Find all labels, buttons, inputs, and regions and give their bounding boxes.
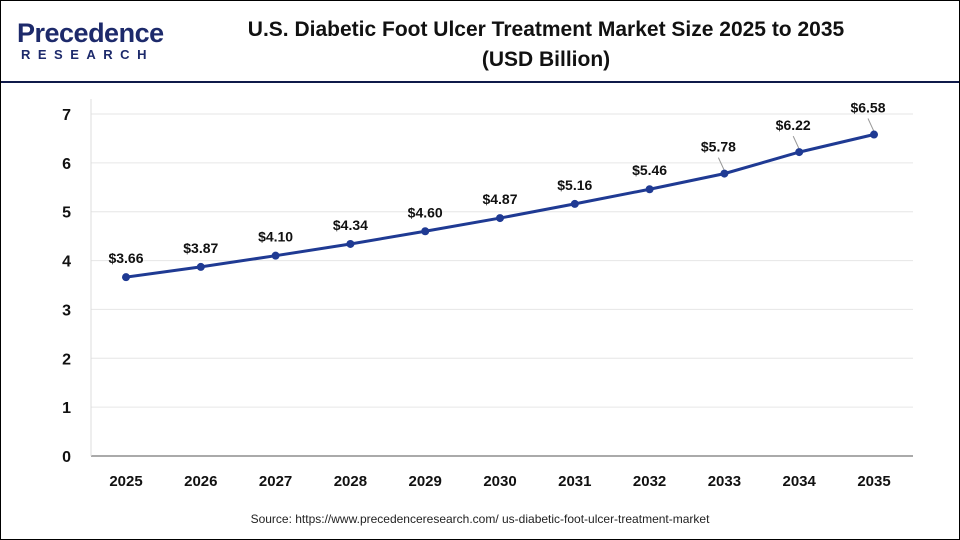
x-tick-label: 2032 [633,473,666,490]
data-label: $4.60 [408,204,443,220]
label-leader-line [792,135,800,150]
header-divider [1,81,959,83]
data-point [196,262,205,271]
data-point [271,251,280,260]
y-tick-label: 3 [62,302,71,319]
data-label: $3.66 [108,250,143,266]
source-note: Source: https://www.precedenceresearch.c… [250,512,710,526]
data-label: $5.16 [557,177,592,193]
y-tick-label: 4 [62,254,71,271]
x-tick-label: 2030 [483,473,516,490]
x-tick-label: 2027 [259,473,292,490]
x-tick-label: 2025 [109,473,142,490]
logo-text-line1: Precedence [17,18,164,48]
title-line1: U.S. Diabetic Foot Ulcer Treatment Marke… [247,18,845,41]
x-tick-label: 2028 [334,473,367,490]
data-point [122,273,130,282]
data-label: $6.22 [776,117,811,133]
label-leader-line [867,118,875,132]
y-tick-label: 7 [62,107,71,124]
data-label: $3.87 [183,240,218,256]
data-point [645,185,654,194]
x-tick-label: 2029 [409,473,442,490]
x-tick-label: 2031 [558,473,591,490]
y-tick-label: 0 [62,449,71,466]
x-tick-label: 2034 [783,473,817,490]
y-tick-label: 1 [62,400,71,417]
data-label: $4.87 [482,191,517,207]
logo-text-line2: RESEARCH [21,47,154,62]
label-leader-line [717,157,725,171]
data-point [496,214,504,223]
data-label: $5.78 [701,139,736,155]
y-tick-label: 6 [62,156,71,173]
data-point [570,199,579,208]
data-point [346,239,355,248]
y-tick-label: 5 [62,205,71,222]
x-tick-label: 2026 [184,473,217,490]
data-point [795,148,804,157]
data-point [870,130,878,139]
precedence-research-logo: Precedence RESEARCH [17,18,164,64]
data-point [421,227,430,236]
x-tick-label: 2033 [708,473,741,490]
x-tick-label: 2035 [857,473,890,490]
chart-title: U.S. Diabetic Foot Ulcer Treatment Marke… [181,15,911,75]
title-line2: (USD Billion) [481,48,611,71]
data-label: $4.34 [333,217,368,233]
data-label: $6.58 [850,100,885,116]
data-label: $4.10 [258,229,293,245]
data-label: $5.46 [632,162,667,178]
y-tick-label: 2 [62,351,71,368]
data-point [720,169,729,178]
